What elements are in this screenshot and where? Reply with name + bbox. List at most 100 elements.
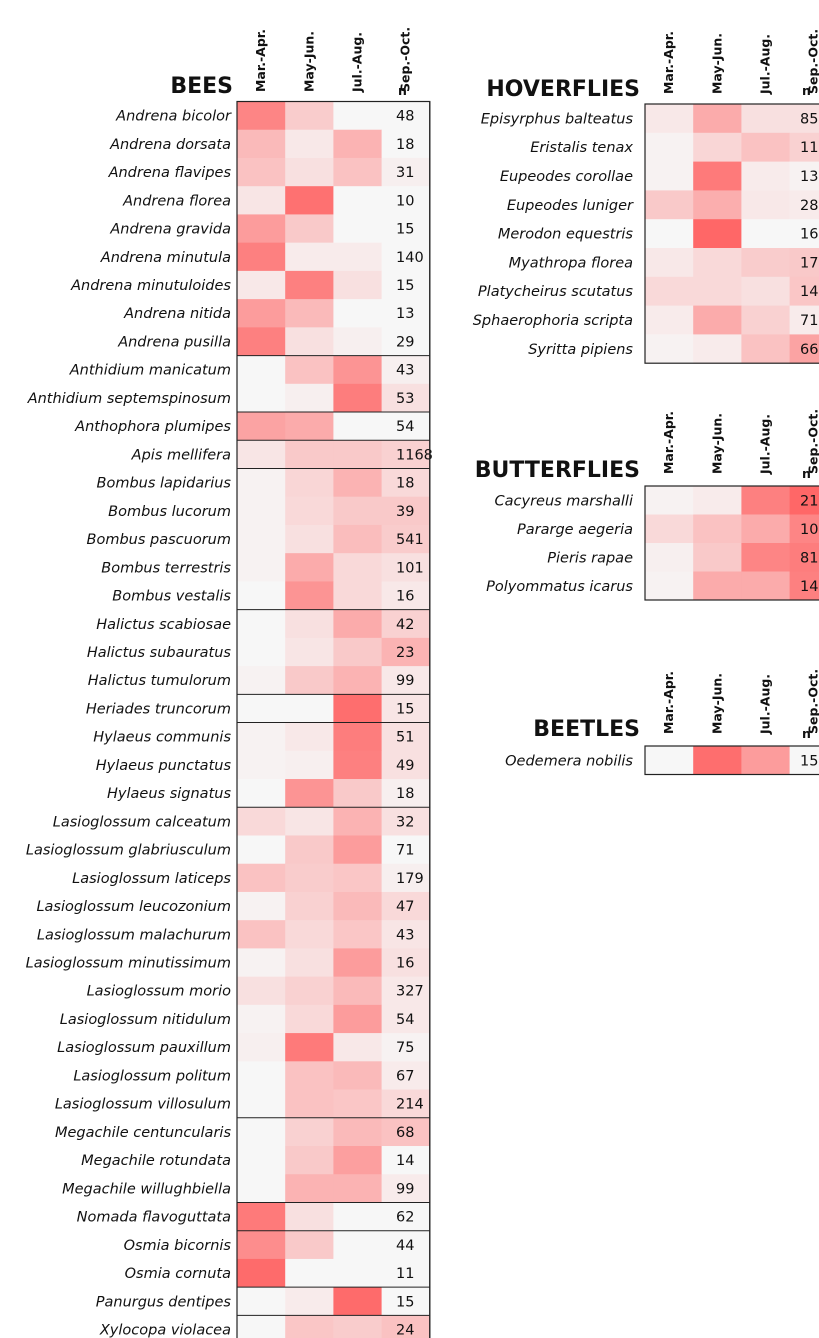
- species-label: Anthophora plumipes: [74, 419, 231, 435]
- species-label: Andrena dorsata: [109, 137, 231, 153]
- heatmap-cell: [381, 609, 431, 639]
- heatmap-cell: [381, 1117, 431, 1147]
- species-label: Nomada flavoguttata: [77, 1210, 231, 1226]
- heatmap-cell: [381, 270, 431, 300]
- heatmap-cell: [285, 750, 334, 780]
- n-value: 16: [396, 956, 414, 972]
- column-header: Mar.-Apr.: [661, 31, 676, 94]
- species-label: Eupeodes corollae: [500, 169, 633, 185]
- heatmap-cell: [381, 807, 431, 836]
- heatmap-cell: [237, 524, 286, 554]
- heatmap-cell: [285, 355, 334, 385]
- heatmap-cell: [333, 1315, 382, 1338]
- heatmap-cell: [285, 1315, 334, 1338]
- heatmap-cell: [741, 486, 790, 515]
- heatmap-cell: [285, 440, 334, 469]
- species-label: Halictus scabiosae: [96, 617, 231, 633]
- heatmap-cell: [333, 412, 382, 441]
- heatmap-cell: [237, 129, 286, 159]
- heatmap-cell: [333, 722, 382, 752]
- column-header: May-Jun.: [709, 33, 724, 94]
- heatmap-cell: [741, 334, 790, 364]
- heatmap-cell: [237, 891, 286, 921]
- heatmap-cell: [381, 553, 431, 582]
- heatmap-cell: [789, 190, 819, 220]
- heatmap-cell: [237, 101, 286, 131]
- species-label: Andrena pusilla: [117, 334, 231, 350]
- species-label: Anthidium manicatum: [69, 363, 231, 379]
- heatmap-cell: [333, 186, 382, 215]
- heatmap-cell: [381, 976, 431, 1006]
- heatmap-cell: [285, 1004, 334, 1034]
- heatmap-cell: [237, 327, 286, 356]
- heatmap-cell: [237, 948, 286, 978]
- species-label: Osmia bicornis: [124, 1238, 232, 1254]
- heatmap-cell: [789, 486, 819, 515]
- heatmap-cell: [333, 1287, 382, 1316]
- species-label: Oedemera nobilis: [505, 753, 633, 769]
- n-value: 81: [800, 550, 818, 566]
- heatmap-cell: [237, 157, 286, 187]
- n-value: 99: [396, 1181, 414, 1197]
- heatmap-cell: [645, 571, 694, 601]
- n-label: n: [802, 83, 811, 98]
- heatmap-cell: [789, 248, 819, 278]
- species-label: Lasioglossum nitidulum: [60, 1012, 231, 1028]
- heatmap-cell: [381, 157, 431, 187]
- heatmap-cell: [285, 1202, 334, 1232]
- heatmap-cell: [237, 1258, 286, 1288]
- n-label: n: [802, 466, 811, 481]
- heatmap-cell: [237, 355, 286, 385]
- heatmap-cell: [237, 299, 286, 328]
- n-value: 43: [396, 363, 414, 379]
- n-value: 54: [396, 1012, 414, 1028]
- n-value: 75: [396, 1040, 414, 1056]
- heatmap-cell: [789, 219, 819, 249]
- heatmap-cell: [381, 666, 431, 695]
- heatmap-cell: [741, 305, 790, 335]
- n-value: 47: [396, 899, 414, 915]
- n-value: 10: [800, 522, 818, 538]
- heatmap-cell: [789, 305, 819, 335]
- species-label: Lasioglossum glabriusculum: [26, 843, 231, 859]
- heatmap-cell: [789, 132, 819, 162]
- heatmap-cell: [285, 1230, 334, 1260]
- heatmap-cell: [693, 190, 742, 220]
- heatmap-cell: [237, 666, 286, 695]
- heatmap-cell: [285, 863, 334, 893]
- heatmap-cell: [381, 242, 431, 272]
- heatmap-cell: [333, 355, 382, 385]
- panel-title-beetles: BEETLES: [533, 717, 640, 742]
- heatmap-cell: [381, 722, 431, 752]
- heatmap-cell: [693, 161, 742, 191]
- heatmap-cell: [645, 486, 694, 515]
- heatmap-cell: [741, 104, 790, 134]
- species-label: Megachile rotundata: [81, 1153, 231, 1169]
- n-value: 179: [396, 871, 424, 887]
- species-label: Apis mellifera: [131, 447, 231, 463]
- heatmap-cell: [381, 1315, 431, 1338]
- heatmap-cell: [741, 219, 790, 249]
- heatmap-cell: [789, 543, 819, 572]
- heatmap-cell: [693, 132, 742, 162]
- heatmap-cell: [285, 976, 334, 1006]
- n-value: 15: [396, 1294, 414, 1310]
- heatmap-cell: [237, 553, 286, 582]
- heatmap-cell: [237, 214, 286, 244]
- n-value: 10: [396, 193, 414, 209]
- species-label: Lasioglossum politum: [73, 1068, 231, 1084]
- heatmap-cell: [741, 161, 790, 191]
- heatmap-cell: [285, 581, 334, 611]
- heatmap-cell: [285, 891, 334, 921]
- heatmap-cell: [285, 779, 334, 808]
- heatmap-cell: [333, 157, 382, 187]
- heatmap-cell: [285, 1089, 334, 1119]
- n-value: 28: [800, 198, 818, 214]
- heatmap-cell: [333, 779, 382, 808]
- heatmap-cell: [645, 190, 694, 220]
- species-label: Andrena bicolor: [115, 109, 232, 125]
- heatmap-cell: [693, 276, 742, 306]
- heatmap-cell: [645, 334, 694, 364]
- n-value: 49: [396, 758, 414, 774]
- heatmap-cell: [333, 1146, 382, 1175]
